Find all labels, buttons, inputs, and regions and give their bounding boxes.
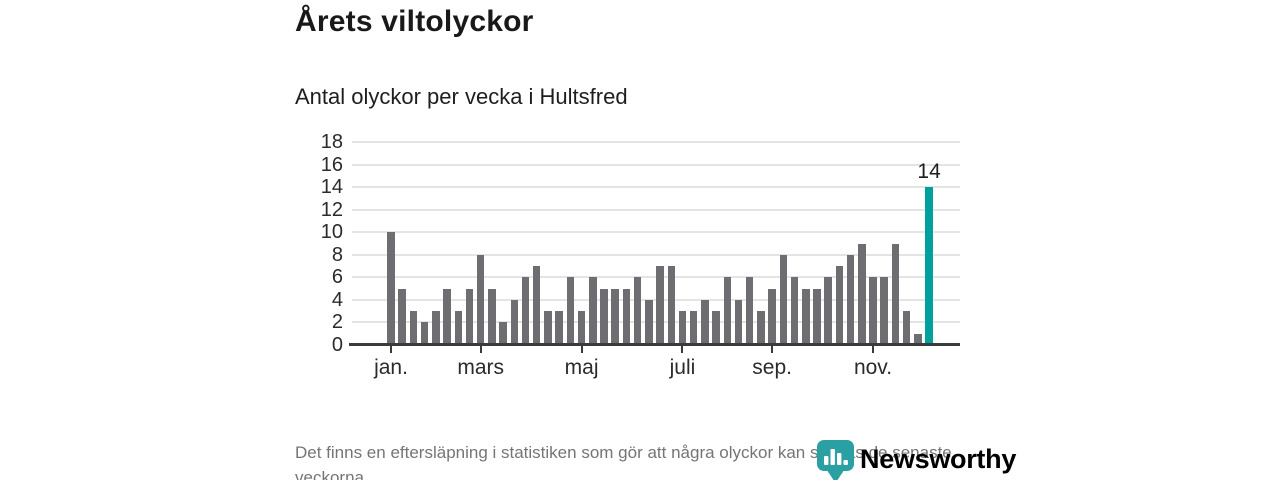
chart-title: Årets viltolyckor xyxy=(295,5,534,38)
bar xyxy=(824,277,832,345)
y-tick-label: 4 xyxy=(331,288,343,311)
newsworthy-logo: Newsworthy xyxy=(817,440,1016,480)
x-tick-label: maj xyxy=(564,356,599,379)
x-tick-label: mars xyxy=(457,356,504,379)
gridline xyxy=(352,141,960,143)
x-tick-label: nov. xyxy=(853,356,893,379)
bar xyxy=(432,311,440,345)
bar-chart-plot: 0 2 4 6 8 10 12 14 16 18 jan. mars maj juli sep. nov. … xyxy=(321,131,960,379)
bar xyxy=(645,299,653,345)
y-tick-label: 6 xyxy=(331,266,343,289)
bar xyxy=(476,254,485,345)
bar xyxy=(443,288,451,345)
gridline xyxy=(352,186,960,189)
bar xyxy=(858,243,866,345)
bar xyxy=(555,311,563,345)
bar xyxy=(835,266,844,345)
y-tick-label: 10 xyxy=(320,221,343,244)
bar xyxy=(454,311,462,345)
bar xyxy=(813,288,821,345)
bar xyxy=(846,254,855,345)
x-tick xyxy=(872,345,875,353)
bar xyxy=(757,311,765,345)
bar xyxy=(667,266,675,345)
bar xyxy=(701,299,709,345)
x-tick xyxy=(479,345,482,353)
bar xyxy=(891,243,900,345)
bar xyxy=(398,288,406,345)
bar xyxy=(880,277,888,345)
x-tick xyxy=(580,345,583,353)
x-tick xyxy=(681,345,684,353)
footnote: Det finns en eftersläpning i statistiken… xyxy=(295,443,952,480)
newsworthy-wordmark: Newsworthy xyxy=(860,444,1017,474)
bar xyxy=(420,322,429,345)
chart-subtitle: Antal olyckor per vecka i Hultsfred xyxy=(295,84,628,109)
gridline xyxy=(352,163,960,166)
bar xyxy=(678,311,687,345)
bar xyxy=(510,299,519,345)
bar xyxy=(488,288,496,345)
bar xyxy=(656,266,664,345)
bar xyxy=(790,277,799,345)
x-tick xyxy=(390,345,392,353)
bar xyxy=(589,277,597,345)
bar xyxy=(633,277,642,345)
bar xyxy=(914,333,922,345)
bar xyxy=(768,288,776,345)
gridline xyxy=(352,253,960,256)
bar xyxy=(532,266,541,345)
bar xyxy=(544,311,552,345)
bar xyxy=(600,288,608,345)
y-tick-label: 8 xyxy=(331,243,343,266)
bar xyxy=(409,311,418,345)
x-tick-label: jan. xyxy=(374,356,408,379)
newsworthy-chart-bubble-icon xyxy=(817,440,854,480)
bar xyxy=(802,288,810,345)
x-tick xyxy=(771,345,774,353)
highlight-bar xyxy=(925,187,933,345)
bar xyxy=(577,311,586,345)
x-tick-label: sep. xyxy=(752,356,792,379)
y-tick-label: 14 xyxy=(320,176,343,199)
bar xyxy=(734,299,743,345)
bar xyxy=(611,288,619,345)
x-tick-label: juli xyxy=(669,356,696,379)
bar xyxy=(779,254,788,345)
highlight-value-label: 14 xyxy=(917,160,941,184)
gridline xyxy=(352,208,960,211)
x-axis-line xyxy=(349,343,960,346)
y-tick-label: 18 xyxy=(320,131,343,153)
bar xyxy=(902,311,911,345)
gridline xyxy=(352,276,960,279)
bar xyxy=(521,277,530,345)
bar xyxy=(465,288,474,345)
bar xyxy=(745,277,754,345)
gridline xyxy=(352,298,960,301)
bar xyxy=(689,311,698,345)
bar xyxy=(723,277,732,345)
bar xyxy=(869,277,877,345)
y-tick-label: 12 xyxy=(320,198,343,221)
y-tick-label: 16 xyxy=(320,153,343,176)
y-tick-label: 2 xyxy=(331,311,343,334)
bar xyxy=(622,288,631,345)
bar xyxy=(566,277,575,345)
gridline xyxy=(352,321,960,324)
bar xyxy=(712,311,720,345)
gridline xyxy=(352,231,960,234)
bar xyxy=(499,322,507,345)
y-tick-label: 0 xyxy=(331,334,343,356)
bar xyxy=(387,232,395,345)
